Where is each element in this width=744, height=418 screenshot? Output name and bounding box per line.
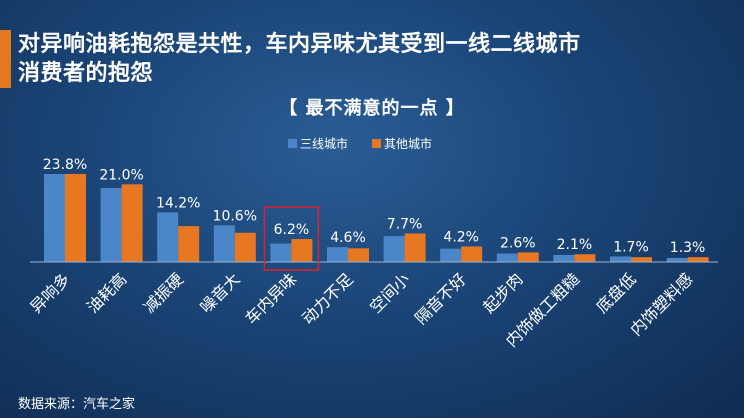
category-label-5: 动力不足 <box>298 269 357 328</box>
category-label-6: 空间小 <box>366 269 413 316</box>
category-label-4: 车内异味 <box>242 269 301 328</box>
bar-series1-11 <box>666 257 688 262</box>
legend-swatch-series1 <box>288 139 297 148</box>
data-label-11: 1.3% <box>670 240 706 256</box>
chart-title: 【 最不满意的一点 】 <box>279 98 465 119</box>
bar-series2-5 <box>348 248 369 262</box>
bar-series2-11 <box>687 257 709 262</box>
bar-series1-9 <box>553 254 575 262</box>
category-label-11: 内饰塑料感 <box>626 269 696 339</box>
bar-series1-10 <box>610 256 631 262</box>
category-label-8: 起步肉 <box>479 269 526 316</box>
legend: 三线城市 其他城市 <box>288 136 432 151</box>
category-label-10: 底盘低 <box>592 269 639 316</box>
category-label-3: 噪音大 <box>196 269 243 316</box>
bar-series1-6 <box>383 236 405 262</box>
bar-series1-8 <box>496 253 518 262</box>
accent-bar <box>0 30 11 88</box>
category-label-0: 异响多 <box>26 269 73 316</box>
category-label-1: 油耗高 <box>83 269 130 316</box>
legend-label-series1: 三线城市 <box>300 136 348 151</box>
bar-series2-7 <box>461 246 483 262</box>
category-label-2: 减振硬 <box>140 269 187 316</box>
data-label-4: 6.2% <box>274 222 310 238</box>
data-label-3: 10.6% <box>213 208 257 224</box>
data-label-1: 21.0% <box>99 167 143 183</box>
legend-label-series2: 其他城市 <box>384 136 432 151</box>
page-title: 对异响油耗抱怨是共性，车内异味尤其受到一线二线城市 消费者的抱怨 <box>18 30 738 88</box>
bar-series1-5 <box>327 247 348 262</box>
category-label-7: 隔音不好 <box>411 269 470 328</box>
bar-series2-0 <box>65 173 86 262</box>
data-label-9: 2.1% <box>557 237 593 253</box>
data-label-7: 4.2% <box>443 229 479 245</box>
bar-series1-4 <box>270 243 292 262</box>
legend-swatch-series2 <box>372 139 381 148</box>
data-label-10: 1.7% <box>613 239 649 255</box>
bar-series1-1 <box>100 188 122 262</box>
title-line-1: 对异响油耗抱怨是共性，车内异味尤其受到一线二线城市 <box>18 32 581 57</box>
data-label-6: 7.7% <box>387 217 423 233</box>
data-label-0: 23.8% <box>43 157 87 173</box>
bar-series2-6 <box>404 233 426 262</box>
title-line-2: 消费者的抱怨 <box>18 61 154 86</box>
bar-series1-0 <box>44 173 65 262</box>
bar-series1-7 <box>440 248 462 262</box>
bar-series2-1 <box>121 184 143 262</box>
bar-series1-3 <box>213 225 235 262</box>
bar-series2-10 <box>631 257 652 262</box>
data-source: 数据来源：汽车之家 <box>18 397 136 412</box>
bar-series2-8 <box>517 252 539 262</box>
data-label-8: 2.6% <box>500 235 536 251</box>
data-label-5: 4.6% <box>330 230 366 246</box>
bar-series2-3 <box>234 232 256 262</box>
bar-series1-2 <box>157 212 179 262</box>
bar-series2-2 <box>178 226 200 262</box>
highlight-box <box>263 206 320 271</box>
bar-series2-9 <box>574 254 596 262</box>
data-label-2: 14.2% <box>156 195 200 211</box>
bar-series2-4 <box>291 239 313 262</box>
